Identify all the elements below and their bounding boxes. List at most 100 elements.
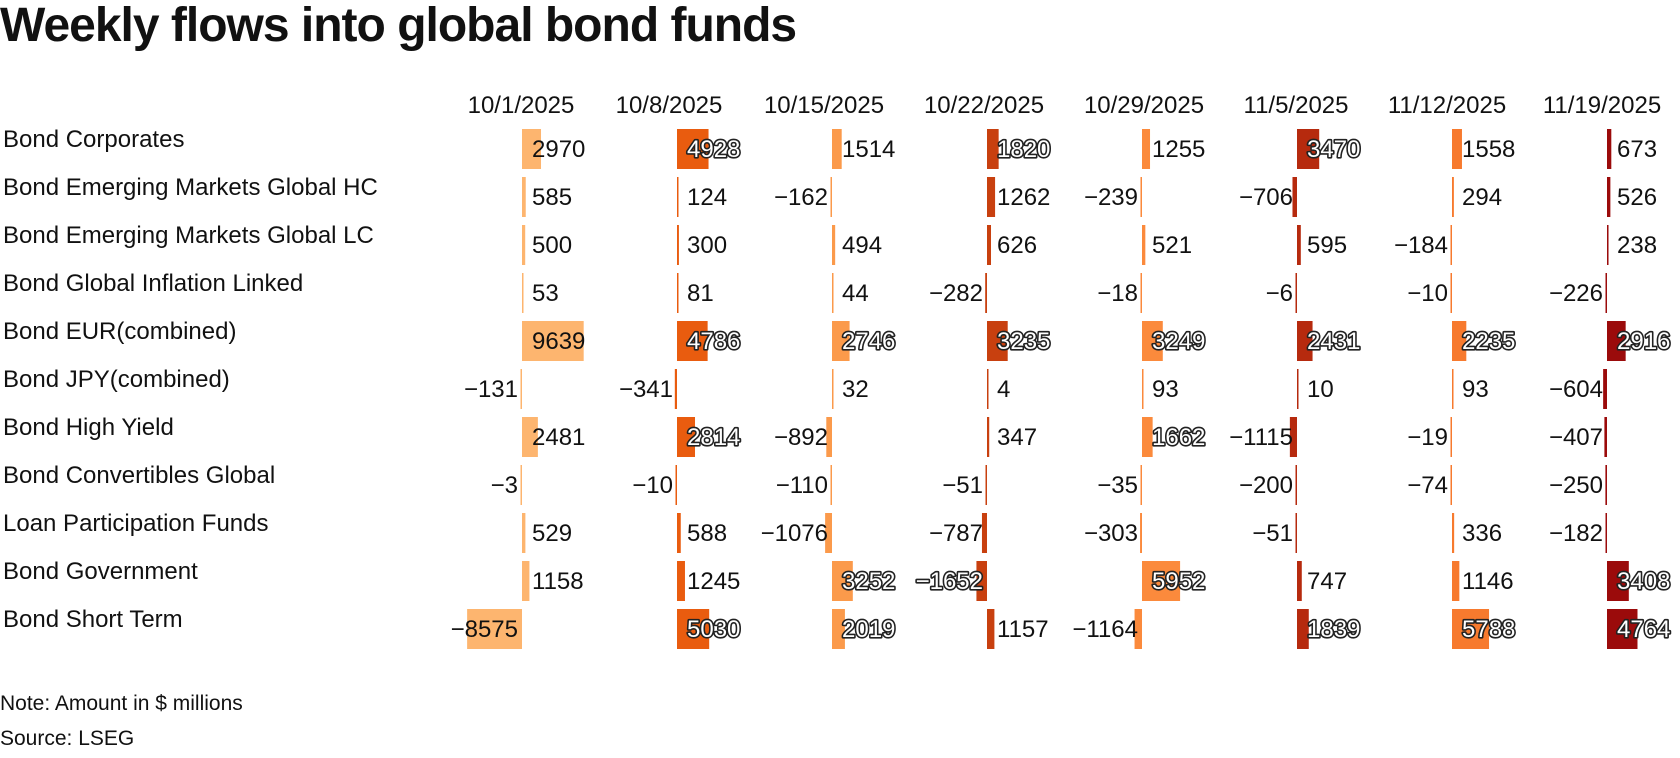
value-label: 1839 [1307,616,1360,643]
bar [1450,273,1452,313]
value-label: 10 [1307,376,1334,403]
bar [1452,609,1490,649]
bar [1452,561,1460,601]
value-label: 81 [687,280,714,307]
bar [832,129,842,169]
value-label: 9639 [532,328,585,355]
value-label: 44 [842,280,869,307]
bar [674,369,677,409]
value-label: −131 [464,376,518,403]
bar [677,609,710,649]
value-label: 1662 [1152,424,1205,451]
bar [832,369,834,409]
value-label: 2481 [532,424,585,451]
bar [677,273,679,313]
column-header: 11/12/2025 [1388,92,1506,119]
bar [677,513,681,553]
bar [1604,417,1607,457]
row-label: Bond EUR(combined) [3,318,236,345]
value-label: −35 [1097,472,1138,499]
bar [1452,177,1454,217]
column-header: 11/5/2025 [1244,92,1349,119]
bar [1450,417,1452,457]
value-label: −787 [929,520,983,547]
value-label: 2970 [532,136,585,163]
row-labels: Bond Corporates Bond Emerging Markets Glo… [3,126,378,633]
value-label: 294 [1462,184,1502,211]
value-label: −341 [619,376,673,403]
bar [677,177,679,217]
row-label: Bond Convertibles Global [3,462,275,489]
value-label: 1514 [842,136,895,163]
value-label: −1164 [1072,616,1138,643]
bar [675,465,677,505]
bar [826,417,832,457]
value-label: 585 [532,184,572,211]
value-label: 673 [1617,136,1657,163]
bar [985,273,987,313]
value-label: −74 [1407,472,1448,499]
value-label: 336 [1462,520,1502,547]
value-label: 4786 [687,328,740,355]
bar [1142,129,1151,169]
bar [520,369,522,409]
bar [1142,225,1146,265]
bar [1607,129,1612,169]
value-label: −200 [1239,472,1293,499]
value-label: 1255 [1152,136,1205,163]
chart-title: Weekly flows into global bond funds [0,0,797,52]
value-label: 5952 [1152,568,1205,595]
value-label: 53 [532,280,559,307]
bar [522,273,524,313]
bar [522,513,526,553]
bar [1607,225,1609,265]
bar [677,129,709,169]
bar [520,465,522,505]
value-label: 526 [1617,184,1657,211]
value-label: 1558 [1462,136,1515,163]
value-label: −6 [1266,280,1293,307]
value-label: 4 [997,376,1010,403]
value-label: 300 [687,232,727,259]
bar [987,321,1008,361]
bar [1297,225,1301,265]
bar [522,225,526,265]
value-label: −1076 [761,520,828,547]
column-header: 10/8/2025 [616,92,723,119]
bar [987,129,999,169]
bar [987,177,996,217]
row-label: Bond Corporates [3,126,184,153]
value-label: 588 [687,520,727,547]
bar [1452,513,1455,553]
bar [832,225,836,265]
row-label: Bond Government [3,558,198,585]
value-label: 3235 [997,328,1050,355]
bar [1140,513,1142,553]
value-labels: 2970 4928 1514 1820 1255 3470 1558 673 585 124 −16… [451,134,1672,644]
bar [1134,609,1142,649]
bar [1289,417,1297,457]
value-label: −162 [774,184,828,211]
bar [1140,177,1142,217]
value-label: −8575 [451,616,518,643]
value-label: 238 [1617,232,1657,259]
value-label: 1146 [1462,568,1514,595]
value-label: 124 [687,184,727,211]
bar [522,177,526,217]
row-label: Bond Emerging Markets Global HC [3,174,378,201]
bar [1297,561,1302,601]
bar [830,465,832,505]
bar [467,609,522,649]
bar [522,417,538,457]
bar [677,321,708,361]
row-label: Bond High Yield [3,414,174,441]
value-label: −10 [1407,280,1448,307]
bar [1295,465,1297,505]
value-label: −303 [1084,520,1138,547]
bar [1450,225,1452,265]
value-label: −51 [942,472,983,499]
value-label: −892 [774,424,828,451]
value-label: 529 [532,520,572,547]
bar [1607,321,1626,361]
value-label: −110 [776,472,828,499]
